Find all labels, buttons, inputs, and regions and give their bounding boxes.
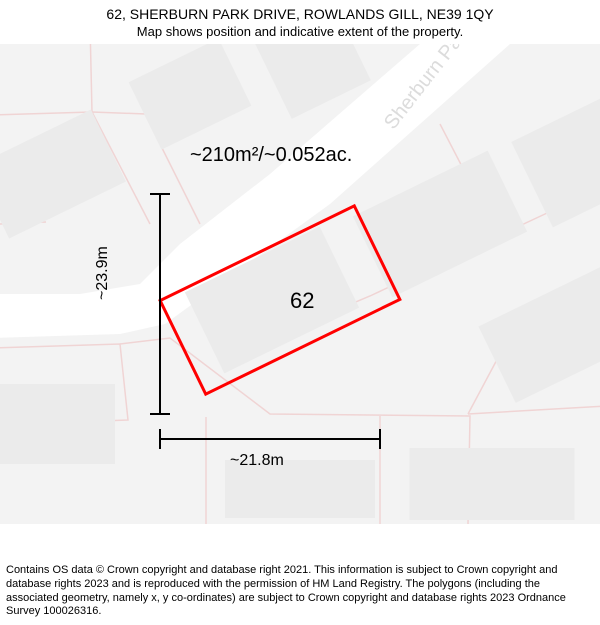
house-number-label: 62 bbox=[290, 288, 314, 314]
map-svg bbox=[0, 44, 600, 524]
footer-copyright: Contains OS data © Crown copyright and d… bbox=[6, 564, 594, 619]
header: 62, SHERBURN PARK DRIVE, ROWLANDS GILL, … bbox=[0, 6, 600, 40]
page: 62, SHERBURN PARK DRIVE, ROWLANDS GILL, … bbox=[0, 0, 600, 625]
area-label: ~210m²/~0.052ac. bbox=[190, 144, 352, 167]
vertical-dimension-label: ~23.9m bbox=[94, 246, 112, 300]
horizontal-dimension-label: ~21.8m bbox=[230, 452, 284, 470]
header-title: 62, SHERBURN PARK DRIVE, ROWLANDS GILL, … bbox=[0, 6, 600, 24]
map-area: Sherburn Park Drive ~210m²/~0.052ac. 62 … bbox=[0, 44, 600, 524]
header-subtitle: Map shows position and indicative extent… bbox=[0, 24, 600, 41]
